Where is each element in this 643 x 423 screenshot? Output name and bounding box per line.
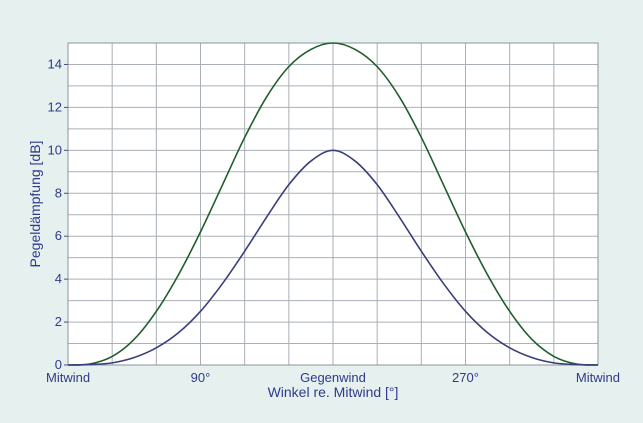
x-tick-labels: Mitwind 90° Gegenwind 270° Mitwind	[46, 370, 620, 385]
y-tick-label: 4	[55, 271, 62, 286]
x-tick-label: Mitwind	[46, 370, 90, 385]
x-axis-title: Winkel re. Mitwind [°]	[268, 384, 399, 400]
x-tick-label: 270°	[452, 370, 479, 385]
x-tick-label: Gegenwind	[300, 370, 366, 385]
y-tick-labels: 0 2 4 6 8 10 12 14	[48, 56, 68, 372]
series-layer	[67, 42, 599, 366]
y-tick-label: 10	[48, 142, 62, 157]
y-tick-label: 0	[55, 357, 62, 372]
series-line-1	[67, 42, 599, 366]
y-tick-label: 2	[55, 314, 62, 329]
x-tick-label: 90°	[191, 370, 211, 385]
y-tick-label: 12	[48, 99, 62, 114]
y-axis-title: Pegeldämpfung [dB]	[27, 141, 43, 268]
x-tick-label: Mitwind	[576, 370, 620, 385]
y-tick-label: 6	[55, 228, 62, 243]
y-tick-label: 8	[55, 185, 62, 200]
y-tick-label: 14	[48, 56, 62, 71]
series-line-2	[67, 149, 599, 366]
